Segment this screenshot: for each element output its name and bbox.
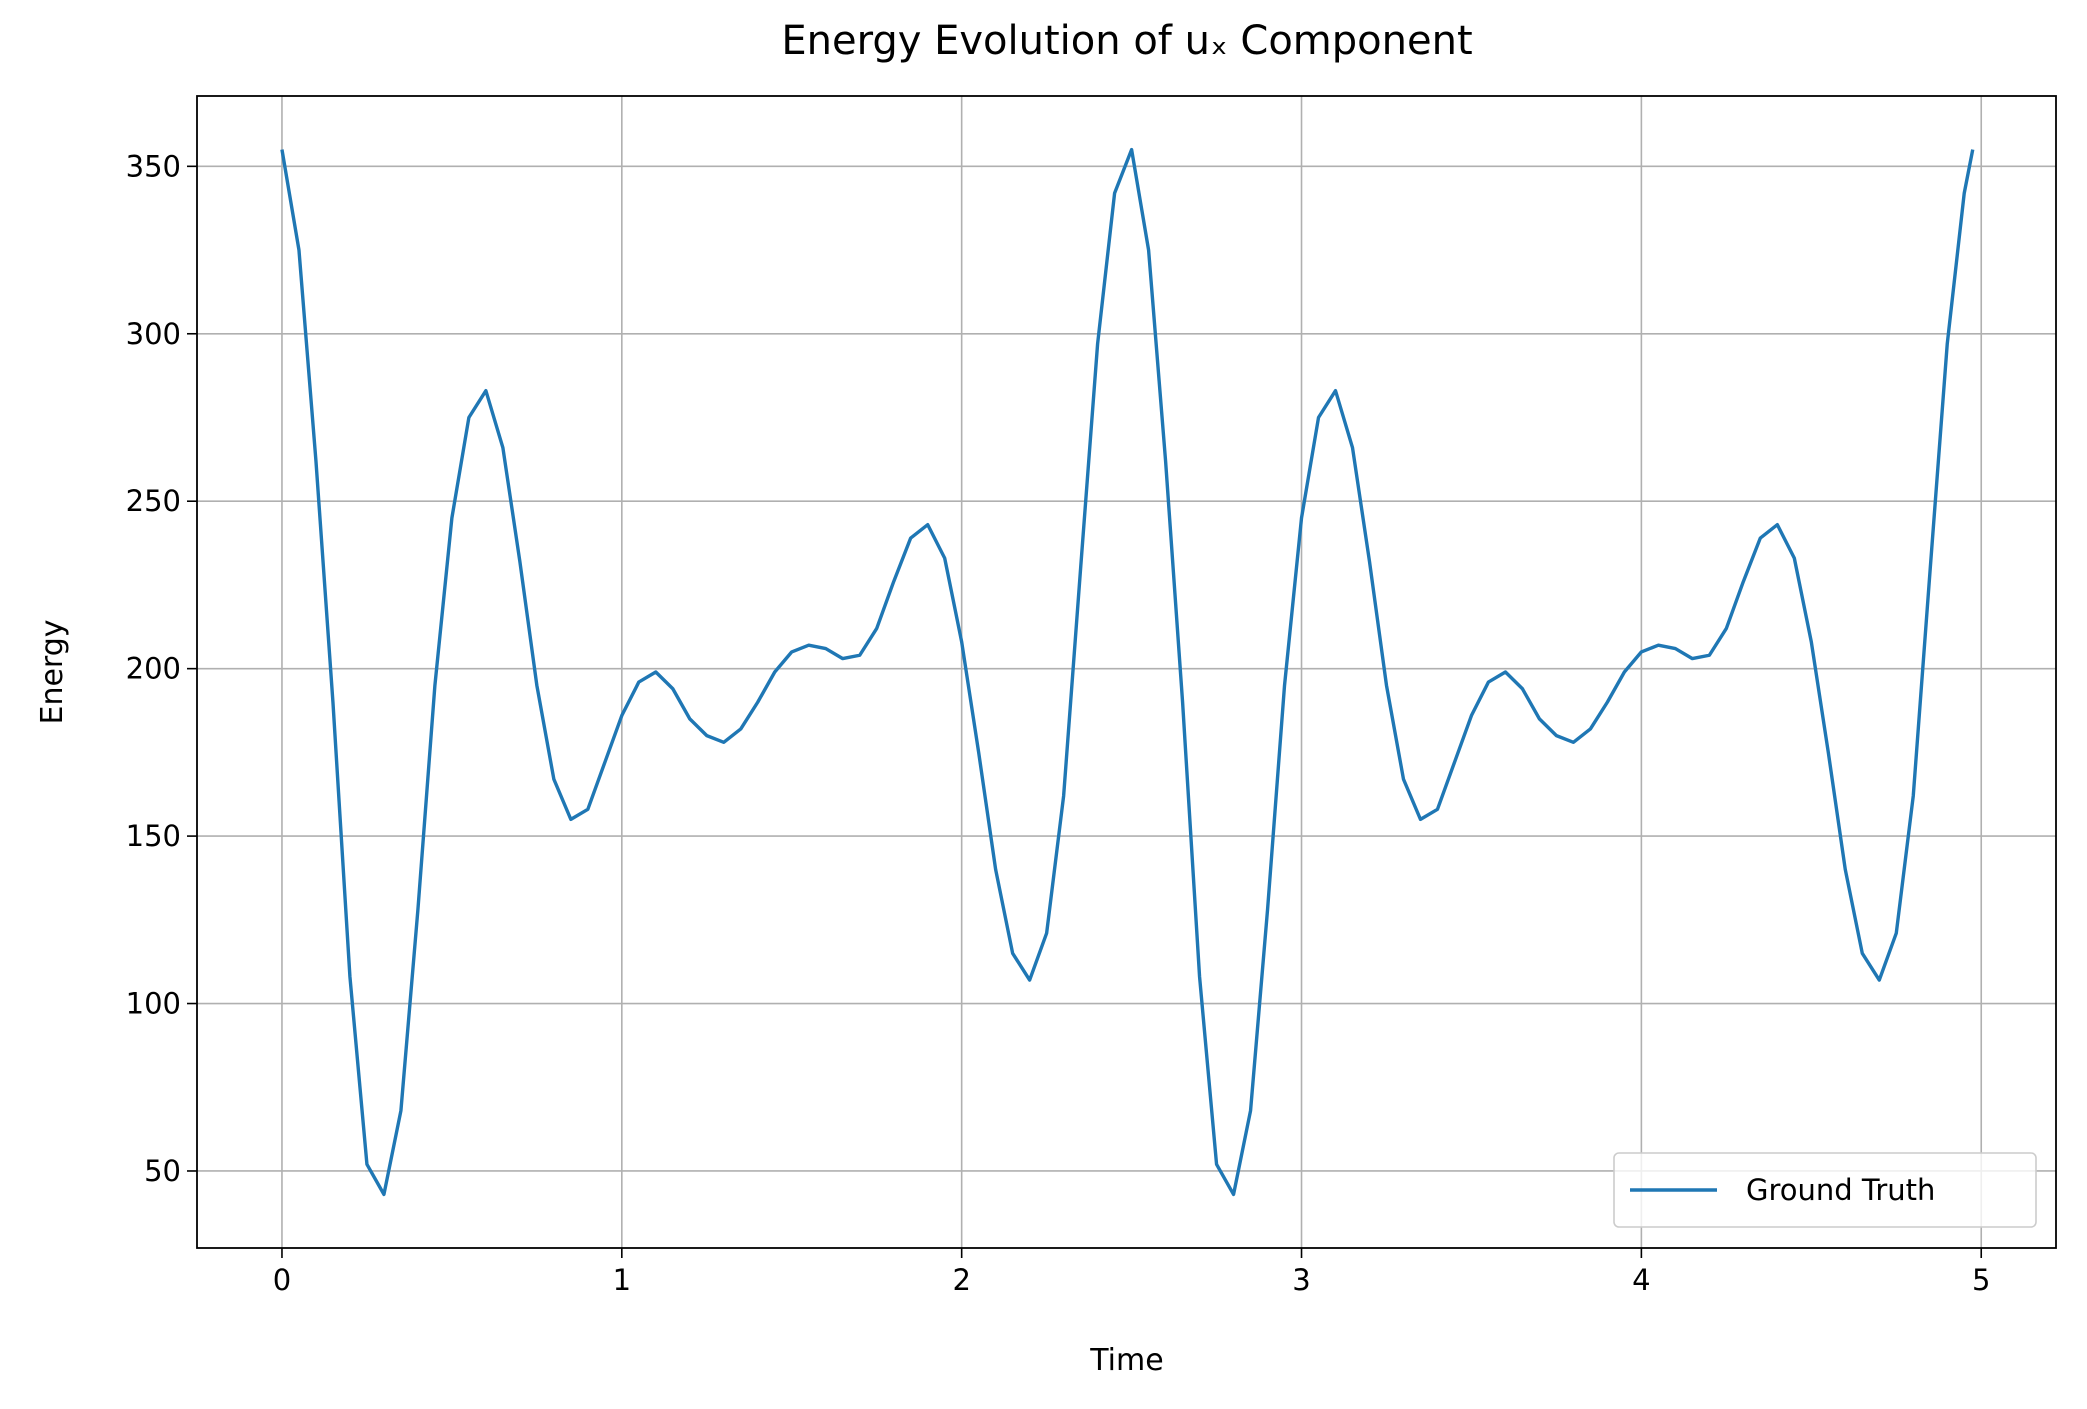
x-tick-label: 5 [1972,1263,1990,1297]
y-tick-label: 250 [126,484,181,518]
x-tick-label: 1 [613,1263,631,1297]
y-tick-label: 150 [126,819,181,853]
plot-frame [196,95,2057,1249]
x-tick-label: 2 [952,1263,970,1297]
x-axis-label: Time [1089,1343,1163,1378]
y-tick-label: 350 [126,149,181,183]
legend-label: Ground Truth [1746,1173,1935,1207]
y-tick-label: 300 [126,317,181,351]
y-tick-label: 100 [126,987,181,1021]
data-line [280,147,1975,1197]
y-tick-label: 200 [126,652,181,686]
x-tick-label: 4 [1632,1263,1650,1297]
y-axis-label: Energy [35,619,70,724]
x-tick-label: 3 [1292,1263,1310,1297]
chart-title: Energy Evolution of uₓ Component [781,18,1472,64]
y-tick-label: 50 [144,1154,181,1188]
x-tick-label: 0 [273,1263,291,1297]
legend-box [1613,1152,2037,1228]
